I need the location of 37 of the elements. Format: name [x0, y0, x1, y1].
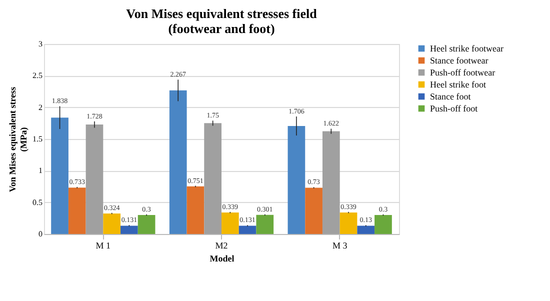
bar: [357, 226, 375, 234]
chart-title: Von Mises equivalent stresses field (footwear and foot): [126, 6, 318, 36]
bar: [305, 188, 322, 234]
bar: [322, 131, 340, 234]
legend-label: Stance footwear: [430, 56, 488, 66]
y-tick-label: 2.5: [32, 71, 42, 80]
bar: [238, 226, 256, 234]
bar: [186, 186, 204, 234]
y-tick-label: 0: [38, 230, 42, 238]
y-tick-label: 0.5: [32, 198, 42, 207]
bar: [222, 212, 239, 234]
legend-label: Push-off footwear: [430, 68, 496, 78]
legend-label: Heel strike foot: [430, 80, 486, 90]
bar: [120, 226, 138, 234]
y-tick-label: 2: [38, 102, 42, 112]
bar: [169, 90, 187, 234]
bar: [374, 215, 392, 234]
bar: [51, 118, 68, 234]
x-axis-title: Model: [210, 254, 235, 264]
bar: [68, 188, 86, 234]
x-tick-label: M2: [215, 240, 228, 250]
legend-label: Push-off foot: [430, 104, 478, 114]
bar: [204, 123, 222, 234]
bar: [86, 124, 104, 234]
y-tick-label: 1.5: [32, 134, 42, 144]
y-tick-label: 1: [38, 166, 42, 176]
legend-label: Stance foot: [430, 92, 472, 102]
bar: [103, 213, 121, 234]
bar: [288, 126, 306, 234]
bar: [138, 215, 156, 234]
bar: [340, 212, 358, 234]
x-tick-label: M 1: [96, 240, 111, 250]
x-tick-label: M 3: [332, 240, 348, 250]
legend-label: Heel strike footwear: [430, 44, 504, 54]
y-axis-title: Von Mises equivalent stress (MPa): [8, 86, 28, 192]
bar: [256, 214, 274, 234]
y-tick-label: 3: [38, 40, 42, 48]
